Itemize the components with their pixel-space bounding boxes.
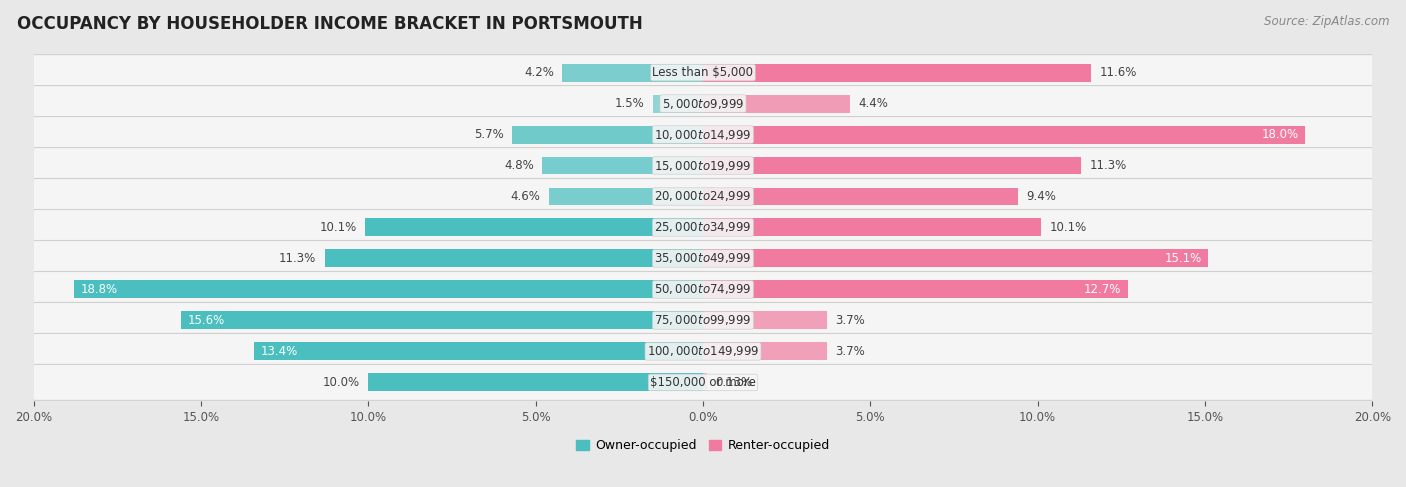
Text: 4.6%: 4.6% — [510, 190, 541, 203]
Text: $10,000 to $14,999: $10,000 to $14,999 — [654, 128, 752, 142]
FancyBboxPatch shape — [31, 179, 1375, 214]
Bar — [703, 219, 1040, 237]
Text: 3.7%: 3.7% — [835, 314, 865, 327]
Text: 11.6%: 11.6% — [1099, 66, 1137, 79]
Bar — [512, 126, 703, 144]
Text: 11.3%: 11.3% — [1090, 159, 1126, 172]
Text: 1.5%: 1.5% — [614, 97, 644, 110]
FancyBboxPatch shape — [31, 116, 1375, 152]
FancyBboxPatch shape — [31, 364, 1375, 400]
FancyBboxPatch shape — [31, 86, 1375, 122]
Text: 10.1%: 10.1% — [1049, 221, 1087, 234]
Bar — [254, 342, 703, 360]
Legend: Owner-occupied, Renter-occupied: Owner-occupied, Renter-occupied — [571, 434, 835, 457]
Text: 15.6%: 15.6% — [187, 314, 225, 327]
Bar — [543, 156, 703, 174]
Bar — [181, 312, 703, 329]
Text: $20,000 to $24,999: $20,000 to $24,999 — [654, 189, 752, 204]
Bar — [703, 187, 1018, 206]
Text: 15.1%: 15.1% — [1164, 252, 1202, 265]
Bar — [703, 249, 1208, 267]
Text: $15,000 to $19,999: $15,000 to $19,999 — [654, 158, 752, 172]
FancyBboxPatch shape — [31, 55, 1375, 91]
Text: 4.8%: 4.8% — [505, 159, 534, 172]
Bar — [548, 187, 703, 206]
Text: 4.2%: 4.2% — [524, 66, 554, 79]
Text: 0.13%: 0.13% — [716, 376, 752, 389]
Text: $150,000 or more: $150,000 or more — [650, 376, 756, 389]
Text: 4.4%: 4.4% — [859, 97, 889, 110]
Bar — [325, 249, 703, 267]
FancyBboxPatch shape — [31, 271, 1375, 307]
Text: $50,000 to $74,999: $50,000 to $74,999 — [654, 282, 752, 297]
Bar — [703, 342, 827, 360]
Text: OCCUPANCY BY HOUSEHOLDER INCOME BRACKET IN PORTSMOUTH: OCCUPANCY BY HOUSEHOLDER INCOME BRACKET … — [17, 15, 643, 33]
Text: $75,000 to $99,999: $75,000 to $99,999 — [654, 314, 752, 327]
Bar — [703, 94, 851, 112]
Bar — [366, 219, 703, 237]
Text: $5,000 to $9,999: $5,000 to $9,999 — [662, 96, 744, 111]
FancyBboxPatch shape — [31, 241, 1375, 277]
Bar — [73, 281, 703, 299]
FancyBboxPatch shape — [31, 334, 1375, 370]
Text: $100,000 to $149,999: $100,000 to $149,999 — [647, 344, 759, 358]
Bar — [368, 374, 703, 392]
Bar — [703, 281, 1128, 299]
Bar — [703, 312, 827, 329]
Text: 13.4%: 13.4% — [262, 345, 298, 358]
Text: 11.3%: 11.3% — [280, 252, 316, 265]
Text: 9.4%: 9.4% — [1026, 190, 1056, 203]
Text: 3.7%: 3.7% — [835, 345, 865, 358]
Text: 18.8%: 18.8% — [80, 283, 118, 296]
Bar — [562, 64, 703, 81]
Text: $25,000 to $34,999: $25,000 to $34,999 — [654, 221, 752, 234]
Bar — [703, 374, 707, 392]
Bar — [703, 64, 1091, 81]
Text: 10.1%: 10.1% — [319, 221, 357, 234]
FancyBboxPatch shape — [31, 148, 1375, 184]
Text: $35,000 to $49,999: $35,000 to $49,999 — [654, 251, 752, 265]
Text: 5.7%: 5.7% — [474, 128, 503, 141]
Text: Source: ZipAtlas.com: Source: ZipAtlas.com — [1264, 15, 1389, 28]
Text: Less than $5,000: Less than $5,000 — [652, 66, 754, 79]
Bar — [652, 94, 703, 112]
Text: 12.7%: 12.7% — [1084, 283, 1122, 296]
Bar — [703, 156, 1081, 174]
FancyBboxPatch shape — [31, 302, 1375, 338]
Text: 10.0%: 10.0% — [323, 376, 360, 389]
Text: 18.0%: 18.0% — [1261, 128, 1299, 141]
Bar — [703, 126, 1306, 144]
FancyBboxPatch shape — [31, 209, 1375, 245]
